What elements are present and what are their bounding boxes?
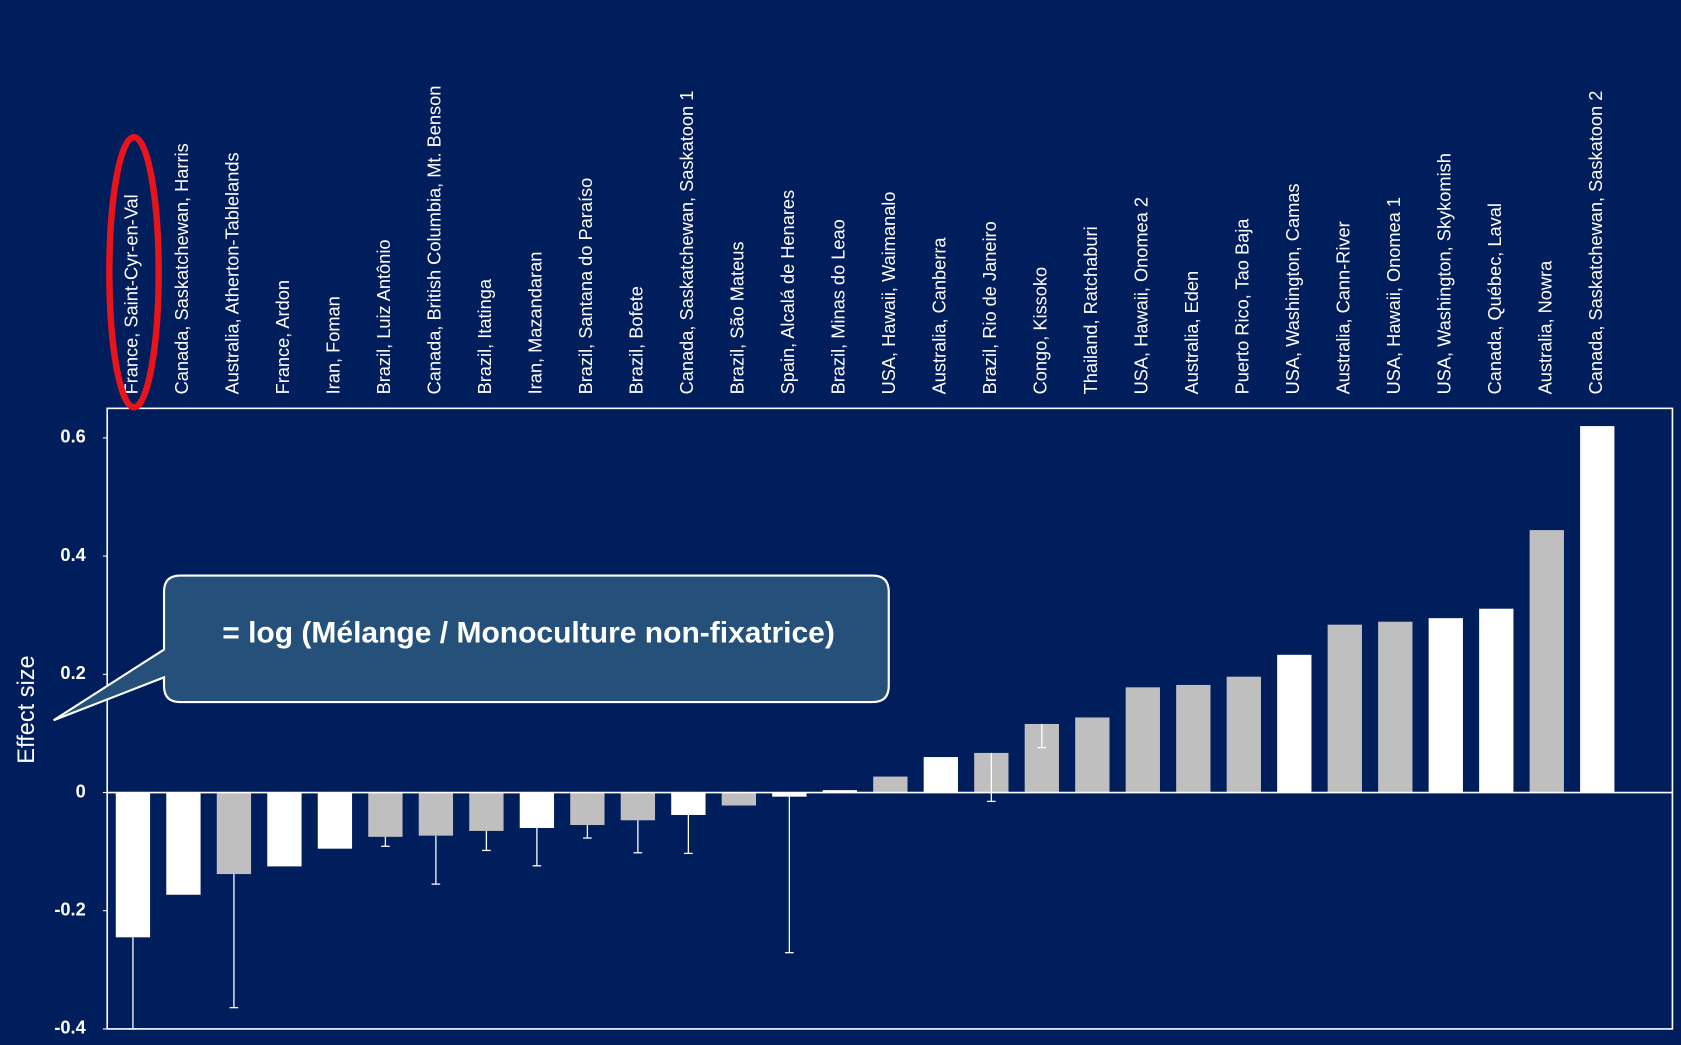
x-tick-label: USA, Washington, Skykomish [1435, 153, 1455, 394]
x-tick-label: Spain, Alcalá de Henares [778, 190, 798, 395]
bar [1075, 717, 1110, 793]
x-tick-label: Brazil, Santana do Paraíso [576, 178, 596, 395]
y-tick-label: -0.4 [54, 1018, 86, 1038]
bar [1378, 621, 1413, 793]
bar [1226, 676, 1261, 793]
callout-text: = log (Mélange / Monoculture non-fixatri… [222, 616, 835, 649]
y-tick-label: 0.6 [60, 427, 85, 447]
callout [53, 574, 890, 722]
bar [671, 792, 706, 815]
bar [721, 792, 757, 806]
y-tick-label: 0 [76, 781, 86, 801]
plot-frame [106, 407, 1674, 1030]
bar [1125, 687, 1160, 793]
bar [519, 792, 555, 828]
x-tick-label: USA, Hawaii, Onomea 1 [1384, 197, 1404, 394]
bar [469, 792, 504, 831]
bar [1327, 624, 1362, 793]
bar [570, 792, 605, 826]
bar [1580, 426, 1615, 793]
x-tick-label: Canada, Saskatchewan, Harris [172, 143, 192, 394]
x-tick-label: Brazil, Minas do Leao [829, 219, 849, 394]
x-tick-label: Brazil, Itatinga [475, 278, 495, 394]
x-tick-label: Australia, Eden [1182, 271, 1202, 395]
bar [873, 776, 908, 793]
bar [923, 757, 958, 793]
bar [1176, 684, 1211, 793]
x-tick-label: Canada, Saskatchewan, Saskatoon 1 [677, 91, 697, 395]
x-tick-label: USA, Washington, Camas [1283, 183, 1303, 394]
x-tick-label: Australia, Canberra [930, 237, 950, 395]
x-tick-label: Puerto Rico, Tao Baja [1233, 218, 1253, 395]
highlight-ellipse [106, 133, 162, 411]
x-tick-label: Brazil, São Mateus [728, 242, 748, 395]
x-tick-label: Congo, Kissoko [1031, 267, 1051, 395]
x-tick-label: Australia, Atherton-Tablelands [223, 152, 243, 394]
x-tick-label: Iran, Foman [324, 296, 344, 394]
bar [1479, 608, 1514, 793]
x-tick-label: Canada, British Columbia, Mt. Benson [425, 86, 445, 395]
bar [1277, 654, 1312, 793]
x-tick-label: Australia, Cann-River [1334, 221, 1354, 394]
bar [1428, 618, 1463, 793]
x-tick-label: USA, Hawaii, Waimanalo [879, 192, 899, 395]
bar [418, 792, 454, 836]
x-tick-label: Iran, Mazandaran [526, 252, 546, 395]
bar [267, 792, 302, 867]
x-tick-label: Brazil, Rio de Janeiro [980, 221, 1000, 394]
x-tick-label: Brazil, Luiz Antônio [374, 239, 394, 394]
x-tick-label: France, Ardon [273, 280, 293, 394]
x-tick-label: France, Saint-Cyr-en-Val [122, 194, 142, 394]
y-axis-label: Effect size [13, 655, 39, 763]
x-tick-label: Thailand, Ratchaburi [1081, 226, 1101, 394]
x-tick-label: Canada, Québec, Laval [1485, 203, 1505, 394]
bar [368, 792, 403, 837]
bar [317, 792, 353, 849]
bar [620, 792, 656, 821]
x-tick-label: USA, Hawaii, Onomea 2 [1132, 197, 1152, 394]
y-tick-label: -0.2 [54, 900, 85, 920]
y-tick-label: 0.2 [60, 663, 85, 683]
bar [115, 792, 151, 938]
x-tick-label: Brazil, Bofete [627, 286, 647, 394]
bar [772, 792, 807, 797]
bar [216, 792, 252, 875]
bar [166, 792, 201, 895]
x-tick-label: Australia, Nowra [1536, 260, 1556, 395]
x-tick-label: Canada, Saskatchewan, Saskatoon 2 [1586, 91, 1606, 395]
bar [1529, 530, 1564, 793]
y-tick-label: 0.4 [60, 545, 86, 565]
bar [822, 790, 858, 793]
